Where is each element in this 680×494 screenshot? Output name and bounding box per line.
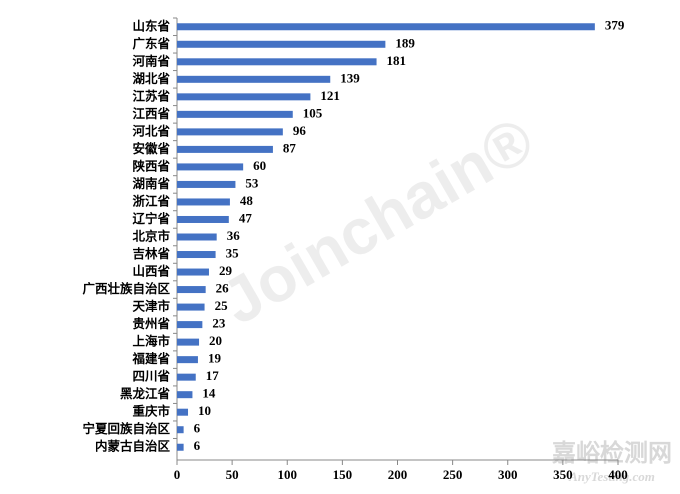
y-tick-label: 宁夏回族自治区	[82, 421, 170, 436]
bar	[177, 180, 236, 188]
value-label: 17	[206, 368, 220, 383]
y-tick-label: 内蒙古自治区	[95, 439, 171, 454]
watermark: AnyTesting.com	[568, 469, 655, 484]
value-label: 105	[303, 105, 323, 120]
value-label: 23	[212, 316, 226, 331]
y-tick-label: 黑龙江省	[120, 386, 171, 401]
y-tick-label: 辽宁省	[132, 211, 170, 226]
value-label: 26	[216, 281, 230, 296]
value-label: 20	[209, 333, 222, 348]
value-label: 53	[245, 175, 259, 190]
y-tick-label: 山西省	[132, 264, 170, 279]
bar	[177, 426, 184, 434]
y-tick-label: 贵州省	[132, 316, 170, 331]
y-tick-label: 河北省	[132, 123, 170, 138]
bar	[177, 163, 244, 171]
value-label: 6	[194, 421, 201, 436]
y-tick-label: 湖南省	[132, 176, 170, 191]
bar	[177, 75, 331, 83]
y-tick-label: 福建省	[131, 351, 170, 366]
y-tick-label: 河南省	[132, 53, 170, 68]
value-label: 121	[320, 88, 340, 103]
value-label: 47	[239, 210, 253, 225]
bar	[177, 338, 200, 346]
x-tick-label: 250	[443, 467, 463, 482]
value-label: 379	[605, 18, 625, 33]
bar	[177, 391, 193, 399]
y-tick-label: 江苏省	[132, 88, 170, 103]
bar	[177, 93, 311, 101]
value-label: 19	[208, 351, 222, 366]
value-label: 25	[215, 298, 229, 313]
y-tick-label: 北京市	[132, 229, 170, 244]
value-label: 10	[198, 403, 211, 418]
bar	[177, 268, 209, 276]
x-tick-label: 300	[498, 467, 518, 482]
value-label: 181	[387, 53, 407, 68]
x-tick-label: 200	[388, 467, 408, 482]
y-tick-label: 浙江省	[132, 193, 170, 208]
value-label: 60	[253, 158, 266, 173]
value-label: 139	[340, 70, 360, 85]
value-label: 6	[194, 438, 201, 453]
y-tick-label: 山东省	[132, 18, 170, 33]
y-tick-label: 重庆市	[132, 404, 170, 419]
bar	[177, 23, 595, 31]
bar	[177, 443, 184, 451]
bar	[177, 321, 203, 329]
bar	[177, 251, 216, 259]
y-tick-label: 广西壮族自治区	[82, 281, 170, 296]
watermark: Joinchain®	[210, 103, 546, 338]
value-label: 87	[283, 140, 297, 155]
bar	[177, 110, 293, 118]
bar	[177, 233, 217, 241]
bar	[177, 408, 189, 416]
x-tick-label: 350	[553, 467, 573, 482]
value-label: 14	[202, 386, 216, 401]
x-tick-label: 100	[278, 467, 298, 482]
x-tick-label: 50	[226, 467, 239, 482]
value-label: 35	[226, 246, 240, 261]
x-tick-label: 0	[174, 467, 181, 482]
y-tick-label: 吉林省	[132, 246, 170, 261]
y-tick-label: 上海市	[132, 334, 170, 349]
bar	[177, 303, 205, 311]
bar	[177, 215, 229, 223]
value-label: 189	[395, 35, 415, 50]
bar	[177, 145, 273, 153]
y-tick-label: 湖北省	[132, 71, 170, 86]
bar	[177, 356, 198, 364]
bar	[177, 198, 230, 206]
x-tick-label: 400	[608, 467, 628, 482]
value-label: 96	[293, 123, 307, 138]
y-tick-label: 陕西省	[132, 158, 170, 173]
y-tick-label: 四川省	[132, 369, 170, 384]
y-tick-label: 天津市	[132, 299, 170, 314]
value-label: 48	[240, 193, 254, 208]
y-tick-label: 广东省	[132, 36, 170, 51]
y-tick-label: 江西省	[132, 106, 170, 121]
bar	[177, 40, 386, 48]
bar	[177, 58, 377, 66]
y-tick-label: 安徽省	[132, 141, 170, 156]
watermark: 嘉峪检测网	[552, 439, 672, 467]
value-label: 36	[227, 228, 241, 243]
bar	[177, 373, 196, 381]
value-label: 29	[219, 263, 233, 278]
x-tick-label: 150	[333, 467, 353, 482]
bar	[177, 128, 283, 136]
bar	[177, 286, 206, 294]
